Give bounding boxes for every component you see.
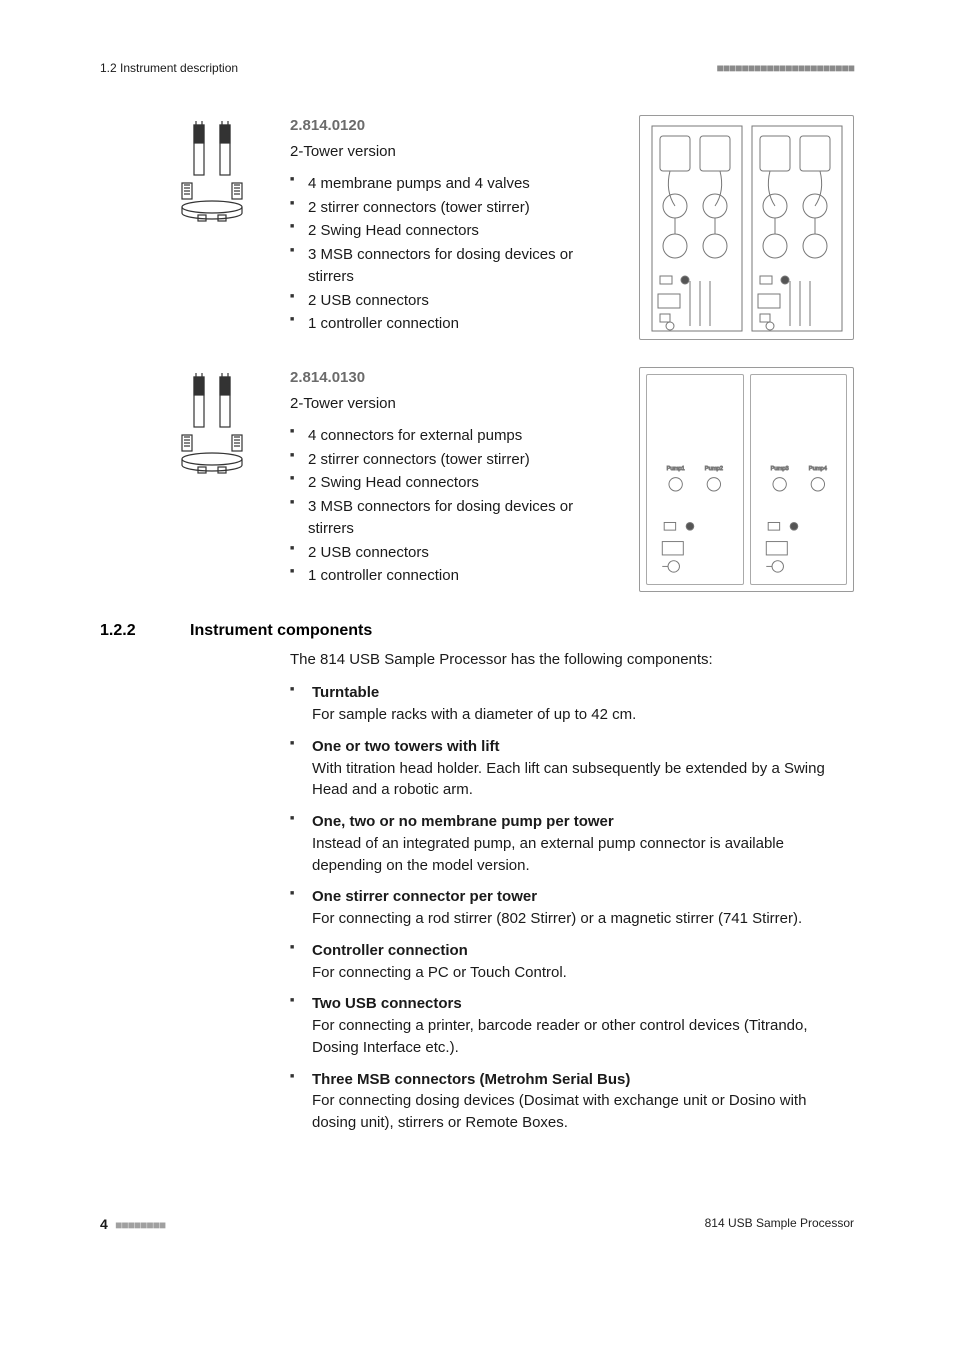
spec-list: 4 connectors for external pumps 2 stirre… [290, 425, 619, 587]
page-footer: 4 ■■■■■■■■ 814 USB Sample Processor [100, 1214, 854, 1234]
component-desc: For sample racks with a diameter of up t… [312, 704, 854, 726]
model-block-0130: 2.814.0130 2-Tower version 4 connectors … [100, 367, 854, 597]
svg-text:Pump1: Pump1 [667, 466, 685, 472]
model-block-0120: 2.814.0120 2-Tower version 4 membrane pu… [100, 115, 854, 345]
list-item: 2 Swing Head connectors [290, 220, 619, 242]
model-subtitle: 2-Tower version [290, 141, 619, 163]
list-item: 2 stirrer connectors (tower stirrer) [290, 197, 619, 219]
section-number: 1.2.2 [100, 619, 190, 642]
list-item: 4 membrane pumps and 4 valves [290, 173, 619, 195]
footer-ornament: ■■■■■■■■ [115, 1218, 165, 1232]
component-label: Two USB connectors [312, 995, 462, 1012]
list-item: 2 stirrer connectors (tower stirrer) [290, 449, 619, 471]
list-item: 3 MSB connectors for dosing devices or s… [290, 244, 619, 288]
footer-doc-title: 814 USB Sample Processor [705, 1215, 854, 1232]
component-label: Turntable [312, 684, 379, 701]
component-desc: For connecting a rod stirrer (802 Stirre… [312, 908, 854, 930]
model-code: 2.814.0120 [290, 115, 619, 137]
page-number: 4 [100, 1216, 108, 1232]
list-item: 4 connectors for external pumps [290, 425, 619, 447]
component-label: One, two or no membrane pump per tower [312, 813, 614, 830]
rear-panel-figure-0120 [639, 115, 854, 340]
model-subtitle: 2-Tower version [290, 393, 619, 415]
list-item: One stirrer connector per tower For conn… [290, 886, 854, 930]
list-item: 2 USB connectors [290, 542, 619, 564]
two-tower-icon [180, 373, 280, 490]
spec-list: 4 membrane pumps and 4 valves 2 stirrer … [290, 173, 619, 335]
footer-page-block: 4 ■■■■■■■■ [100, 1214, 165, 1234]
two-tower-icon [180, 121, 280, 238]
component-desc: For connecting a printer, barcode reader… [312, 1015, 854, 1059]
svg-text:Pump4: Pump4 [808, 466, 827, 472]
section-title: Instrument components [190, 619, 372, 642]
list-item: Two USB connectors For connecting a prin… [290, 993, 854, 1058]
component-desc: For connecting dosing devices (Dosimat w… [312, 1090, 854, 1134]
list-item: One, two or no membrane pump per tower I… [290, 811, 854, 876]
component-label: Controller connection [312, 942, 468, 959]
header-section-label: 1.2 Instrument description [100, 60, 238, 77]
components-list: Turntable For sample racks with a diamet… [290, 682, 854, 1134]
list-item: Controller connection For connecting a P… [290, 940, 854, 984]
header-ornament: ■■■■■■■■■■■■■■■■■■■■■■ [717, 60, 854, 77]
component-desc: With titration head holder. Each lift ca… [312, 758, 854, 802]
list-item: 3 MSB connectors for dosing devices or s… [290, 496, 619, 540]
list-item: One or two towers with lift With titrati… [290, 736, 854, 801]
component-label: One or two towers with lift [312, 738, 500, 755]
list-item: 1 controller connection [290, 313, 619, 335]
rear-panel-figure-0130: Pump1 Pump2 Pump3 [639, 367, 854, 592]
model-code: 2.814.0130 [290, 367, 619, 389]
page-header: 1.2 Instrument description ■■■■■■■■■■■■■… [100, 60, 854, 77]
section-heading: 1.2.2 Instrument components [100, 619, 854, 642]
component-label: One stirrer connector per tower [312, 888, 537, 905]
list-item: 1 controller connection [290, 565, 619, 587]
list-item: 2 Swing Head connectors [290, 472, 619, 494]
svg-text:Pump3: Pump3 [770, 466, 788, 472]
component-label: Three MSB connectors (Metrohm Serial Bus… [312, 1071, 630, 1088]
component-desc: For connecting a PC or Touch Control. [312, 962, 854, 984]
list-item: 2 USB connectors [290, 290, 619, 312]
list-item: Turntable For sample racks with a diamet… [290, 682, 854, 726]
section-intro: The 814 USB Sample Processor has the fol… [290, 649, 854, 671]
svg-text:Pump2: Pump2 [705, 466, 723, 472]
component-desc: Instead of an integrated pump, an extern… [312, 833, 854, 877]
list-item: Three MSB connectors (Metrohm Serial Bus… [290, 1069, 854, 1134]
